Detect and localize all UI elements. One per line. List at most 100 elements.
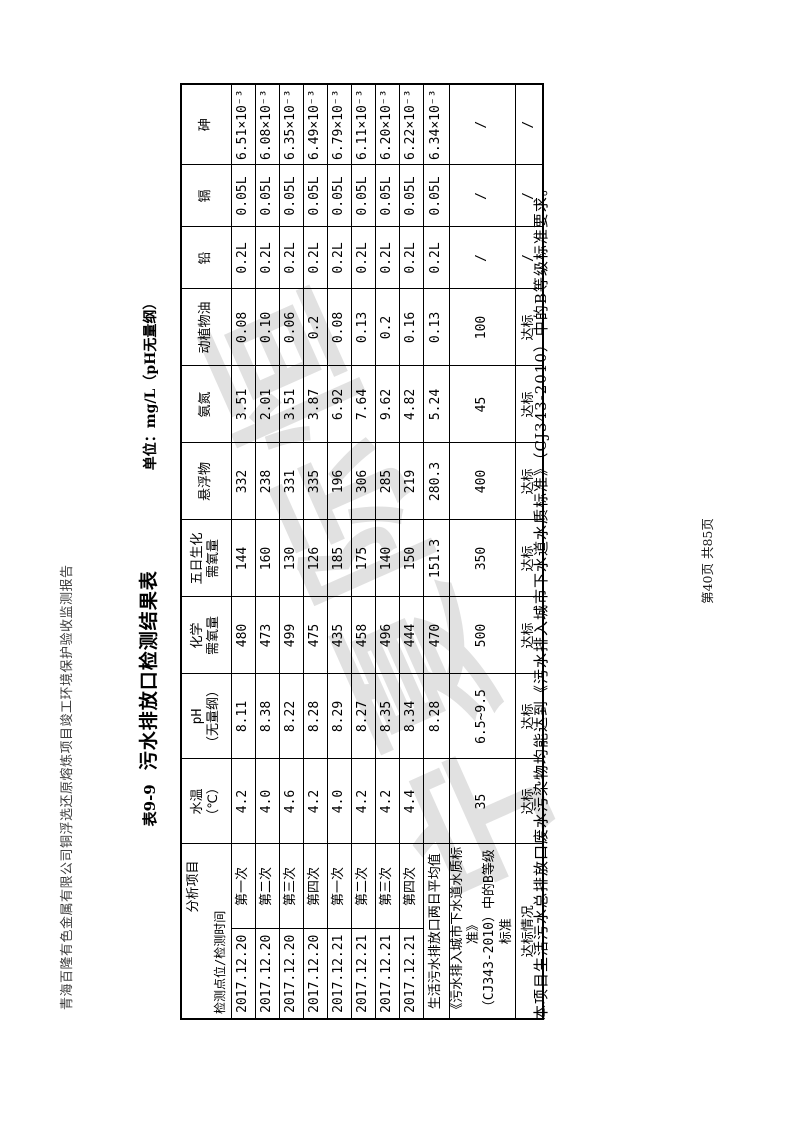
value-cell: 0.06 (279, 289, 304, 366)
column-header: 水温 （℃） (181, 759, 232, 844)
value-cell: 0.05L (375, 165, 400, 227)
corner-point-time-label: 检测点位/检测时间 (212, 910, 227, 1014)
value-cell: 0.08 (231, 289, 256, 366)
value-cell: 4.0 (327, 759, 352, 844)
value-cell: 0.05L (351, 165, 376, 227)
value-cell: 6.92 (327, 366, 352, 443)
value-cell: 45 (449, 366, 516, 443)
value-cell: 0.16 (399, 289, 424, 366)
value-cell: 4.2 (303, 759, 328, 844)
value-cell: 499 (279, 597, 304, 674)
value-cell: 0.13 (351, 289, 376, 366)
date-cell: 2017.12.20 (231, 929, 256, 1019)
value-cell: 0.13 (423, 289, 450, 366)
value-cell: 6.5~9.5 (449, 674, 516, 759)
value-cell: 500 (449, 597, 516, 674)
value-cell: 444 (399, 597, 424, 674)
value-cell: 0.2 (375, 289, 400, 366)
standard-row: 《污水排入城市下水道水质标准》 （CJ343-2010）中的B等级标准 35 6… (449, 84, 516, 1019)
value-cell: 0.05L (231, 165, 256, 227)
value-cell: 196 (327, 443, 352, 520)
value-cell: 4.6 (279, 759, 304, 844)
table-row: 2017.12.20 第二次 4.0 8.38 473 160 238 2.01… (255, 84, 280, 1019)
value-cell: 475 (303, 597, 328, 674)
value-cell: 8.38 (255, 674, 280, 759)
table-row: 2017.12.20 第四次 4.2 8.28 475 126 335 3.87… (303, 84, 328, 1019)
table-row: 2017.12.21 第三次 4.2 8.35 496 140 285 9.62… (375, 84, 400, 1019)
seq-cell: 第三次 (375, 844, 400, 929)
value-cell: 480 (231, 597, 256, 674)
value-cell: 0.05L (327, 165, 352, 227)
value-cell: 350 (449, 520, 516, 597)
date-cell: 2017.12.20 (255, 929, 280, 1019)
date-cell: 2017.12.21 (375, 929, 400, 1019)
value-cell: 151.3 (423, 520, 450, 597)
value-cell: 4.4 (399, 759, 424, 844)
value-cell: 6.11×10⁻³ (351, 84, 376, 165)
value-cell: 8.27 (351, 674, 376, 759)
value-cell: 0.2L (279, 227, 304, 289)
table-unit-label: 单位：mg/L（pH无量纲） (143, 295, 159, 471)
value-cell: 435 (327, 597, 352, 674)
value-cell: 335 (303, 443, 328, 520)
value-cell: 0.2L (399, 227, 424, 289)
value-cell: 0.05L (279, 165, 304, 227)
value-cell: 0.2L (351, 227, 376, 289)
table-row: 2017.12.21 第一次 4.0 8.29 435 185 196 6.92… (327, 84, 352, 1019)
value-cell: / (449, 165, 516, 227)
column-header: 铅 (181, 227, 232, 289)
average-row: 生活污水排放口两日平均值 8.28 470 151.3 280.3 5.24 0… (423, 84, 450, 1019)
seq-cell: 第一次 (327, 844, 352, 929)
value-cell: 6.08×10⁻³ (255, 84, 280, 165)
table-row: 2017.12.20 第三次 4.6 8.22 499 130 331 3.51… (279, 84, 304, 1019)
value-cell: 150 (399, 520, 424, 597)
column-header: 动植物油 (181, 289, 232, 366)
table-row: 2017.12.21 第四次 4.4 8.34 444 150 219 4.82… (399, 84, 424, 1019)
date-cell: 2017.12.21 (327, 929, 352, 1019)
value-cell: 0.2L (423, 227, 450, 289)
value-cell: 7.64 (351, 366, 376, 443)
average-label: 生活污水排放口两日平均值 (423, 844, 450, 1019)
value-cell: 0.2L (327, 227, 352, 289)
value-cell: 9.62 (375, 366, 400, 443)
page-footer: 第40页 共85页 (700, 518, 715, 604)
conclusion-note: 本项目生活污水总排放口废水污染物均能达到《污水排入城市下水道水质标准》（CJ34… (532, 180, 550, 1020)
value-cell: 175 (351, 520, 376, 597)
value-cell: 4.2 (351, 759, 376, 844)
value-cell: 332 (231, 443, 256, 520)
value-cell: 331 (279, 443, 304, 520)
value-cell: 3.51 (279, 366, 304, 443)
value-cell: 4.0 (255, 759, 280, 844)
column-header: 镉 (181, 165, 232, 227)
value-cell: 0.2L (231, 227, 256, 289)
value-cell: 2.01 (255, 366, 280, 443)
value-cell: 185 (327, 520, 352, 597)
value-cell: 473 (255, 597, 280, 674)
value-cell: 306 (351, 443, 376, 520)
value-cell: 285 (375, 443, 400, 520)
value-cell: 0.08 (327, 289, 352, 366)
value-cell: 160 (255, 520, 280, 597)
value-cell: 0.2L (255, 227, 280, 289)
seq-cell: 第四次 (303, 844, 328, 929)
corner-analysis-label: 分析项目 (186, 860, 201, 913)
date-cell: 2017.12.20 (303, 929, 328, 1019)
value-cell: 0.10 (255, 289, 280, 366)
table-row: 2017.12.20 第一次 4.2 8.11 480 144 332 3.51… (231, 84, 256, 1019)
column-header: 化学 需氧量 (181, 597, 232, 674)
column-header: 氨氮 (181, 366, 232, 443)
value-cell: 0.05L (255, 165, 280, 227)
seq-cell: 第三次 (279, 844, 304, 929)
value-cell: 4.2 (231, 759, 256, 844)
value-cell: 5.24 (423, 366, 450, 443)
value-cell: 4.2 (375, 759, 400, 844)
seq-cell: 第二次 (255, 844, 280, 929)
column-header: 悬浮物 (181, 443, 232, 520)
value-cell: 0.2L (375, 227, 400, 289)
value-cell: 470 (423, 597, 450, 674)
table-row: 2017.12.21 第二次 4.2 8.27 458 175 306 7.64… (351, 84, 376, 1019)
value-cell: 8.11 (231, 674, 256, 759)
value-cell: 126 (303, 520, 328, 597)
value-cell: 6.79×10⁻³ (327, 84, 352, 165)
